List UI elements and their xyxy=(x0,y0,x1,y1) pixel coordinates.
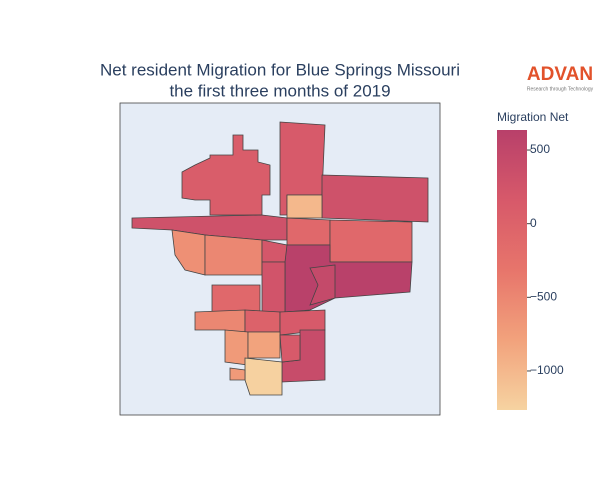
region xyxy=(224,329,249,366)
title-line: the first three months of 2019 xyxy=(169,81,390,100)
colorbar-tick-label: −500 xyxy=(530,289,557,303)
region xyxy=(204,234,263,276)
region xyxy=(321,174,429,223)
region xyxy=(244,309,281,333)
region xyxy=(329,219,413,263)
region xyxy=(171,229,206,276)
region xyxy=(261,261,286,313)
colorbar xyxy=(497,130,527,410)
region xyxy=(229,367,246,381)
region xyxy=(211,284,261,313)
region xyxy=(247,331,281,359)
colorbar-title: Migration Net xyxy=(497,110,569,124)
logo-name: ADVAN xyxy=(527,64,593,85)
region xyxy=(244,357,283,396)
region xyxy=(286,217,331,246)
colorbar-tick-label: −1000 xyxy=(530,363,564,377)
regions xyxy=(131,121,429,396)
colorbar-tick-label: 0 xyxy=(530,216,537,230)
title-line: Net resident Migration for Blue Springs … xyxy=(100,60,460,79)
colorbar-tick-label: 500 xyxy=(530,142,550,156)
region xyxy=(181,134,271,216)
region xyxy=(279,334,301,363)
logo-tagline: Research through Technology xyxy=(527,86,594,92)
region xyxy=(309,264,336,306)
region xyxy=(286,194,323,219)
